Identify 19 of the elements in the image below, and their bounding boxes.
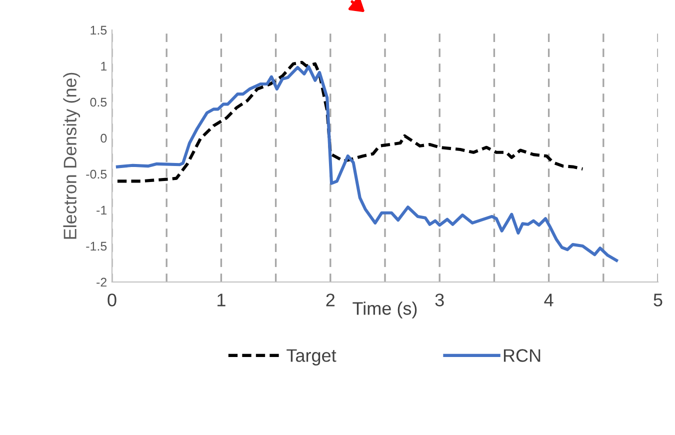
y-tick-label: 1 [101,62,107,71]
y-tick-label: -1 [96,206,107,215]
x-tick-label: 3 [435,294,444,306]
y-tick-label: 0 [100,134,107,143]
legend-label: RCN [504,349,540,362]
y-axis-title: Electron Density (ne) [63,72,80,239]
legend-label: Target [286,349,336,366]
x-tick-label: 5 [654,294,662,306]
y-tick-label: 1.5 [90,26,107,35]
y-tick-label: -2 [96,278,107,287]
y-tick-label: -0.5 [86,170,107,179]
x-axis-title: Time (s) [352,302,417,318]
line-series [116,60,584,183]
y-tick-label: 0.5 [90,98,107,107]
y-tick-label: -1.5 [86,242,107,251]
x-tick-label: 1 [218,294,226,306]
x-tick-label: 2 [326,294,335,306]
line-series [116,65,618,262]
x-tick-label: 4 [544,294,554,306]
